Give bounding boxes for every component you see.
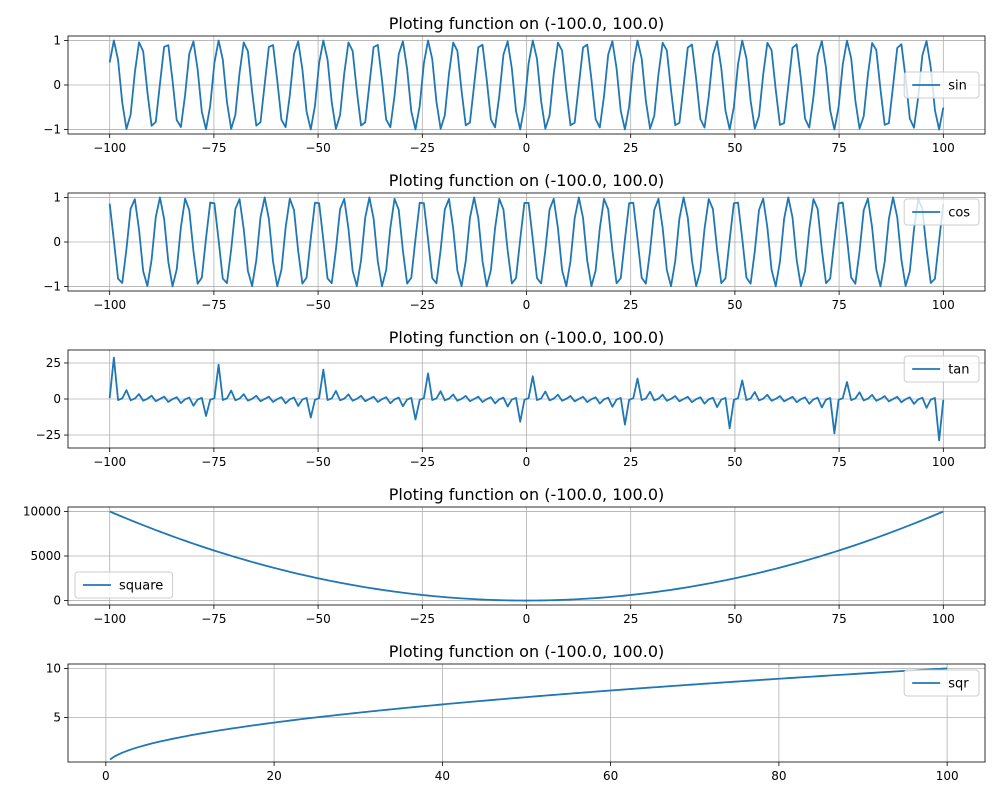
x-tick-label: −75 [201, 612, 226, 626]
x-tick-label: −100 [93, 612, 126, 626]
x-tick-label: −50 [305, 141, 330, 155]
y-tick-label: 0 [53, 392, 61, 406]
y-tick-label: 0 [53, 78, 61, 92]
x-tick-label: −100 [93, 141, 126, 155]
legend-box [903, 198, 980, 226]
legend-box [903, 71, 980, 99]
legend-label: tan [948, 363, 969, 378]
y-tick-label: 0 [53, 235, 61, 249]
y-tick-label: −1 [43, 280, 61, 294]
x-tick-label: 100 [932, 141, 955, 155]
axes-frame [67, 35, 986, 135]
x-tick-label: 100 [936, 769, 959, 783]
series-line-sin [108, 39, 945, 131]
y-tick-label: 5 [53, 710, 61, 724]
axes-frame [67, 349, 986, 449]
x-tick-label: 75 [831, 141, 846, 155]
y-tick-label: 1 [53, 33, 61, 47]
x-tick-label: 25 [623, 141, 638, 155]
series-line-tan [108, 356, 945, 442]
legend-label: cos [948, 206, 970, 221]
legend-box [903, 355, 980, 383]
y-tick-label: 10000 [23, 504, 61, 518]
x-tick-label: 75 [831, 298, 846, 312]
subplot-tan: Ploting function on (-100.0, 100.0) −100 −… [36, 328, 986, 469]
x-tick-label: 25 [623, 612, 638, 626]
x-tick-label: −25 [410, 612, 435, 626]
x-tick-label: 20 [266, 769, 281, 783]
y-tick-label: −25 [36, 428, 61, 442]
x-tick-label: 100 [932, 612, 955, 626]
legend: tan [903, 355, 980, 383]
axes-frame [67, 192, 986, 292]
legend-label: sqr [948, 677, 969, 692]
series-line-cos [108, 196, 945, 288]
subplot-sqrt: Ploting function on (-100.0, 100.0) 0 20 40… [46, 642, 986, 783]
axes-frame [67, 663, 986, 763]
x-tick-label: 0 [523, 612, 531, 626]
x-tick-label: −100 [93, 455, 126, 469]
legend-label: square [119, 579, 163, 594]
x-tick-label: −50 [305, 298, 330, 312]
x-tick-label: −25 [410, 141, 435, 155]
x-tick-label: 0 [523, 141, 531, 155]
subplot-title: Ploting function on (-100.0, 100.0) [389, 485, 664, 504]
legend: sin [903, 71, 980, 99]
subplot-square: Ploting function on (-100.0, 100.0) −100 −… [23, 485, 986, 626]
x-tick-label: 80 [771, 769, 786, 783]
x-tick-label: 0 [523, 298, 531, 312]
subplot-cos: Ploting function on (-100.0, 100.0)−100−… [43, 171, 986, 312]
legend-box [903, 669, 980, 697]
x-tick-label: −75 [201, 455, 226, 469]
legend: sqr [903, 669, 980, 697]
series-line-square [109, 510, 944, 602]
subplot-title: Ploting function on (-100.0, 100.0) [389, 328, 664, 347]
x-tick-label: −75 [201, 298, 226, 312]
y-tick-label: 10 [46, 661, 61, 675]
subplot-title: Ploting function on (-100.0, 100.0) [389, 642, 664, 661]
x-tick-label: −50 [305, 455, 330, 469]
legend-label: sin [948, 79, 967, 94]
x-tick-label: 50 [727, 612, 742, 626]
x-tick-label: 75 [831, 612, 846, 626]
subplot-title: Ploting function on (-100.0, 100.0) [389, 14, 664, 33]
x-tick-label: 100 [932, 298, 955, 312]
x-tick-label: 25 [623, 455, 638, 469]
x-tick-label: 0 [523, 455, 531, 469]
x-tick-label: −25 [410, 298, 435, 312]
x-tick-label: −25 [410, 455, 435, 469]
x-tick-label: 100 [932, 455, 955, 469]
subplot-title: Ploting function on (-100.0, 100.0) [389, 171, 664, 190]
x-tick-label: 25 [623, 298, 638, 312]
x-tick-label: 75 [831, 455, 846, 469]
x-tick-label: 60 [603, 769, 618, 783]
y-tick-label: 5000 [30, 549, 61, 563]
subplot-sin: Ploting function on (-100.0, 100.0)−100−… [43, 14, 986, 155]
x-tick-label: 50 [727, 298, 742, 312]
legend: square [74, 571, 174, 599]
series-line-sqr [109, 667, 948, 761]
x-tick-label: 50 [727, 455, 742, 469]
x-tick-label: −50 [305, 612, 330, 626]
legend: cos [903, 198, 980, 226]
x-tick-label: 40 [435, 769, 450, 783]
x-tick-label: 50 [727, 141, 742, 155]
legend-box [74, 571, 174, 599]
axes-frame [67, 506, 986, 606]
y-tick-label: 0 [53, 594, 61, 608]
y-tick-label: 1 [53, 190, 61, 204]
y-tick-label: −1 [43, 123, 61, 137]
y-tick-label: 25 [46, 356, 61, 370]
x-tick-label: −75 [201, 141, 226, 155]
x-tick-label: −100 [93, 298, 126, 312]
x-tick-label: 0 [102, 769, 110, 783]
